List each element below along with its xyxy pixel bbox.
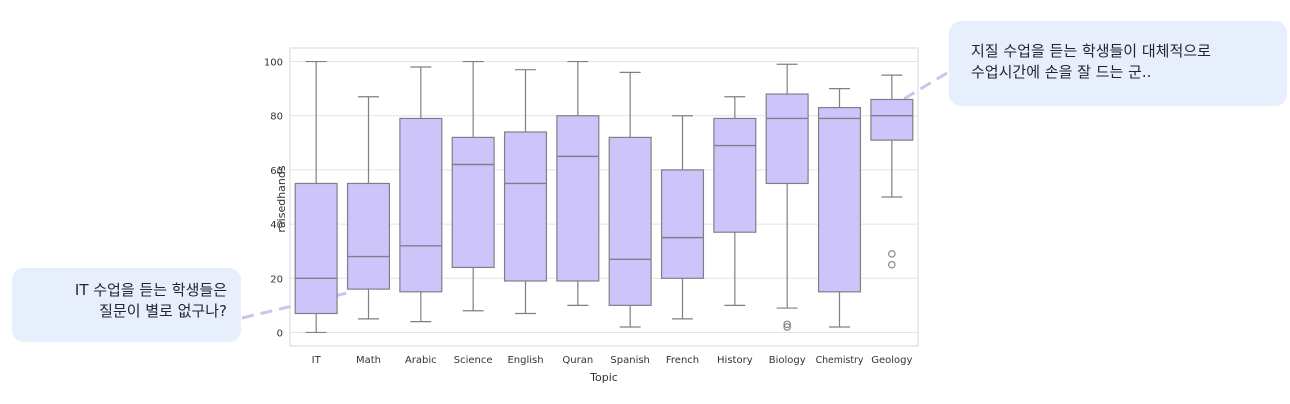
box-math: [346, 96, 391, 320]
box-iqr: [451, 136, 495, 269]
right-callout: 지질 수업을 듣는 학생들이 대체적으로 수업시간에 손을 잘 드는 군..: [949, 21, 1287, 106]
callout-connectors: [241, 71, 948, 320]
box-arabic: [399, 66, 443, 323]
box-chemistry: [817, 88, 862, 328]
box-history: [713, 96, 757, 306]
y-axis-label: raisedhands: [275, 165, 288, 232]
x-tick-label: English: [507, 355, 543, 366]
box-iqr: [608, 136, 652, 306]
box-iqr: [765, 93, 809, 185]
x-tick-label: Geology: [871, 355, 912, 366]
right-callout-line-2: 수업시간에 손을 잘 드는 군..: [971, 63, 1152, 81]
outlier-point: [888, 250, 896, 258]
box-iqr: [870, 98, 914, 141]
y-tick-label: 100: [264, 58, 283, 69]
x-tick-label: Science: [454, 355, 493, 366]
x-tick-label: IT: [312, 355, 322, 366]
x-tick-label: Math: [356, 355, 381, 366]
boxes: [294, 60, 914, 334]
x-tick-label: Quran: [562, 355, 593, 366]
x-tick-label: French: [666, 355, 699, 366]
x-tick-label: Chemistry: [816, 355, 864, 366]
gridlines: [290, 61, 918, 333]
outlier-point: [783, 320, 791, 329]
y-tick-label: 60: [270, 166, 283, 177]
box-english: [503, 69, 548, 315]
box-iqr: [503, 131, 548, 282]
box-iqr: [399, 117, 443, 293]
y-tick-label: 40: [270, 220, 283, 231]
box-iqr: [346, 182, 391, 290]
box-iqr: [713, 117, 757, 233]
plot-frame: [289, 47, 919, 347]
x-tick-label: Arabic: [405, 355, 437, 366]
box-science: [451, 60, 495, 312]
x-tick-label: Biology: [769, 355, 806, 366]
x-tick-label: History: [717, 355, 753, 366]
box-spanish: [608, 71, 652, 328]
right-callout-line-1: 지질 수업을 듣는 학생들이 대체적으로: [971, 42, 1211, 60]
y-tick-label: 0: [277, 328, 283, 339]
x-axis-label: Topic: [589, 371, 618, 384]
box-geology: [870, 74, 914, 269]
y-tick-label: 80: [270, 112, 283, 123]
left-callout-line-1: IT 수업을 듣는 학생들은: [74, 281, 227, 299]
box-iqr: [817, 106, 862, 293]
outlier-point: [783, 323, 791, 331]
box-quran: [556, 60, 600, 306]
x-tick-label: Spanish: [610, 355, 650, 366]
box-iqr: [660, 169, 705, 279]
right-callout-connector: [896, 71, 948, 105]
left-callout: IT 수업을 듣는 학생들은 질문이 별로 없구나?: [12, 268, 241, 342]
box-french: [660, 115, 705, 320]
y-tick-label: 20: [270, 274, 283, 285]
outlier-point: [888, 260, 896, 269]
box-iqr: [556, 115, 600, 282]
box-iqr: [294, 182, 338, 315]
left-callout-line-2: 질문이 별로 없구나?: [99, 302, 227, 320]
box-biology: [765, 63, 809, 331]
x-tick-labels: IT Math Arabic Science English Quran Spanish Fr…: [312, 355, 913, 366]
box-it: [294, 60, 338, 334]
y-tick-labels: 0 20 40 60 80 100: [264, 58, 283, 340]
